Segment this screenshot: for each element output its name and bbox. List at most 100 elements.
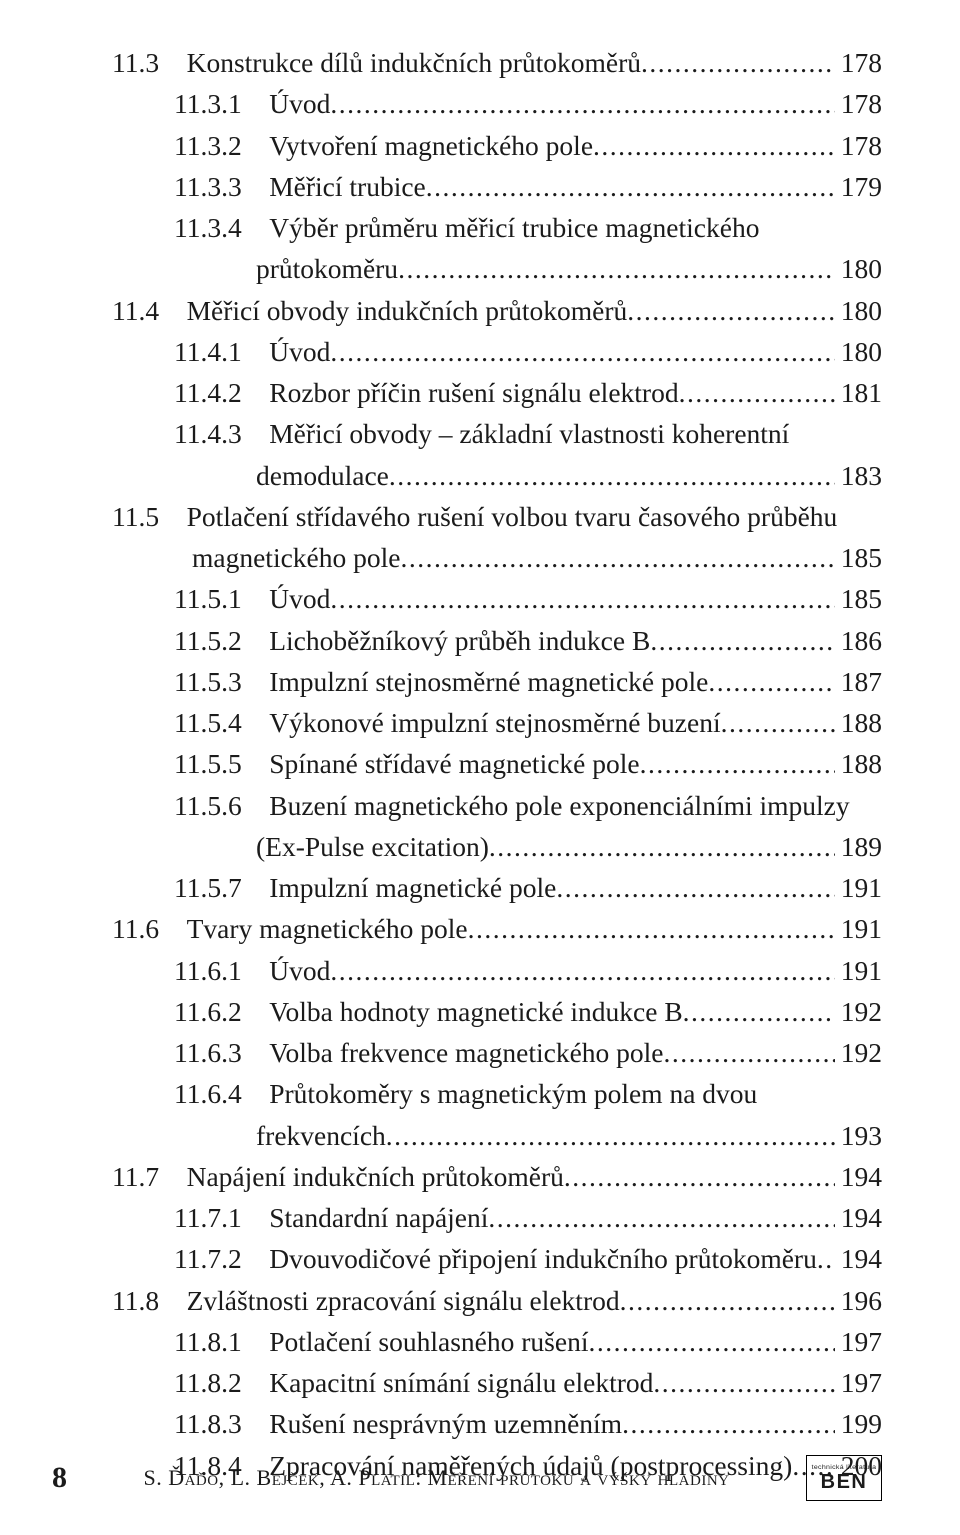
toc-leader xyxy=(664,1032,835,1073)
page-footer: 8 S. Ďaďo, L. Bejček, A. Platil: Měření … xyxy=(0,1455,960,1501)
toc-entry: 11.6.2 Volba hodnoty magnetické indukce … xyxy=(78,991,882,1032)
footer-page-number: 8 xyxy=(52,1461,67,1495)
toc-entry: 11.5 Potlačení střídavého rušení volbou … xyxy=(78,496,882,537)
toc-entry-label: 11.5.3 Impulzní stejnosměrné magnetické … xyxy=(174,661,708,702)
toc-entry-label: 11.6.3 Volba frekvence magnetického pole xyxy=(174,1032,664,1073)
toc-entry-label: 11.5.6 Buzení magnetického pole exponenc… xyxy=(174,785,850,826)
footer-authors: S. Ďaďo, L. Bejček, A. Platil: xyxy=(143,1465,421,1490)
toc-entry: 11.7.2 Dvouvodičové připojení indukčního… xyxy=(78,1238,882,1279)
footer-citation: S. Ďaďo, L. Bejček, A. Platil: Měření pr… xyxy=(67,1465,806,1491)
toc-entry-page: 180 xyxy=(835,248,882,289)
toc-leader xyxy=(386,1115,835,1156)
toc-entry: 11.8.1 Potlačení souhlasného rušení197 xyxy=(78,1321,882,1362)
toc-leader xyxy=(817,1238,835,1279)
toc-entry-page: 188 xyxy=(835,702,882,743)
toc-entry-label: 11.3.4 Výběr průměru měřicí trubice magn… xyxy=(174,207,759,248)
toc-entry-label: 11.3.3 Měřicí trubice xyxy=(174,166,426,207)
toc-entry: 11.5.2 Lichoběžníkový průběh indukce B18… xyxy=(78,620,882,661)
toc-entry: 11.6.3 Volba frekvence magnetického pole… xyxy=(78,1032,882,1073)
toc-entry-continuation: demodulace183 xyxy=(78,455,882,496)
toc-leader xyxy=(556,867,834,908)
toc-leader xyxy=(650,620,834,661)
toc-entry-label: 11.6 Tvary magnetického pole xyxy=(112,908,468,949)
toc-entry-page: 179 xyxy=(835,166,882,207)
toc-entry-page: 185 xyxy=(835,537,882,578)
toc-entry: 11.5.4 Výkonové impulzní stejnosměrné bu… xyxy=(78,702,882,743)
toc-entry: 11.6.4 Průtokoměry s magnetickým polem n… xyxy=(78,1073,882,1114)
toc-entry-label: 11.5.4 Výkonové impulzní stejnosměrné bu… xyxy=(174,702,721,743)
toc-entry-page: 191 xyxy=(835,950,882,991)
toc-entry-label: 11.3.2 Vytvoření magnetického pole xyxy=(174,125,593,166)
toc-entry: 11.4.1 Úvod 180 xyxy=(78,331,882,372)
publisher-logo: technická literatura BEN xyxy=(806,1455,882,1501)
toc-entry-page: 187 xyxy=(835,661,882,702)
toc-leader xyxy=(683,991,835,1032)
toc-entry-label: 11.8 Zvláštnosti zpracování signálu elek… xyxy=(112,1280,620,1321)
toc-entry-label: 11.8.2 Kapacitní snímání signálu elektro… xyxy=(174,1362,653,1403)
toc-entry-continuation: (Ex-Pulse excitation)189 xyxy=(78,826,882,867)
toc-entry-cont-label: frekvencích xyxy=(256,1115,386,1156)
toc-entry-label: 11.3.1 Úvod xyxy=(174,83,330,124)
toc-entry: 11.4.2 Rozbor příčin rušení signálu elek… xyxy=(78,372,882,413)
toc-entry-page: 199 xyxy=(835,1403,882,1444)
toc-entry-label: 11.5.1 Úvod xyxy=(174,578,330,619)
toc-entry-continuation: průtokoměru 180 xyxy=(78,248,882,289)
toc-entry: 11.3 Konstrukce dílů indukčních průtokom… xyxy=(78,42,882,83)
toc-entry: 11.4 Měřicí obvody indukčních průtokoměr… xyxy=(78,290,882,331)
toc-entry-label: 11.8.3 Rušení nesprávným uzemněním xyxy=(174,1403,622,1444)
toc-entry-continuation: frekvencích193 xyxy=(78,1115,882,1156)
toc-entry: 11.3.4 Výběr průměru měřicí trubice magn… xyxy=(78,207,882,248)
toc-entry-page: 188 xyxy=(835,743,882,784)
toc-entry: 11.5.7 Impulzní magnetické pole 191 xyxy=(78,867,882,908)
publisher-logo-subtitle: technická literatura xyxy=(812,1465,877,1471)
toc-leader xyxy=(488,1197,834,1238)
toc-entry: 11.7.1 Standardní napájení194 xyxy=(78,1197,882,1238)
toc-entry: 11.6.1 Úvod 191 xyxy=(78,950,882,991)
toc-leader xyxy=(708,661,834,702)
toc-leader xyxy=(489,826,835,867)
toc-leader xyxy=(721,702,835,743)
toc-entry-page: 185 xyxy=(835,578,882,619)
toc-leader xyxy=(620,1280,835,1321)
toc-entry: 11.6 Tvary magnetického pole191 xyxy=(78,908,882,949)
toc-entry-page: 194 xyxy=(835,1197,882,1238)
toc-entry-page: 181 xyxy=(835,372,882,413)
toc-entry-page: 189 xyxy=(835,826,882,867)
toc-leader xyxy=(468,908,835,949)
toc-entry-page: 186 xyxy=(835,620,882,661)
toc-entry-label: 11.4 Měřicí obvody indukčních průtokoměr… xyxy=(112,290,627,331)
table-of-contents: 11.3 Konstrukce dílů indukčních průtokom… xyxy=(78,42,882,1486)
toc-entry-continuation: magnetického pole 185 xyxy=(78,537,882,578)
toc-entry-page: 180 xyxy=(835,290,882,331)
toc-entry: 11.8.2 Kapacitní snímání signálu elektro… xyxy=(78,1362,882,1403)
toc-entry-cont-label: průtokoměru xyxy=(256,248,398,289)
toc-entry-cont-label: demodulace xyxy=(256,455,389,496)
toc-leader xyxy=(400,537,834,578)
toc-entry-page: 191 xyxy=(835,867,882,908)
toc-entry-label: 11.6.1 Úvod xyxy=(174,950,330,991)
toc-entry-label: 11.4.2 Rozbor příčin rušení signálu elek… xyxy=(174,372,679,413)
toc-entry-label: 11.4.1 Úvod xyxy=(174,331,330,372)
toc-leader xyxy=(330,950,834,991)
toc-leader xyxy=(389,455,835,496)
toc-entry-page: 197 xyxy=(835,1362,882,1403)
toc-leader xyxy=(640,743,835,784)
toc-entry-page: 192 xyxy=(835,991,882,1032)
toc-leader xyxy=(330,83,834,124)
toc-leader xyxy=(622,1403,835,1444)
toc-entry-page: 180 xyxy=(835,331,882,372)
toc-entry-label: 11.7.2 Dvouvodičové připojení indukčního… xyxy=(174,1238,817,1279)
document-page: 11.3 Konstrukce dílů indukčních průtokom… xyxy=(0,0,960,1535)
toc-entry-label: 11.6.2 Volba hodnoty magnetické indukce … xyxy=(174,991,683,1032)
toc-entry-cont-label: magnetického pole xyxy=(192,537,400,578)
toc-entry-label: 11.5.7 Impulzní magnetické pole xyxy=(174,867,556,908)
toc-entry: 11.5.5 Spínané střídavé magnetické pole1… xyxy=(78,743,882,784)
toc-leader xyxy=(426,166,835,207)
toc-entry: 11.8 Zvláštnosti zpracování signálu elek… xyxy=(78,1280,882,1321)
toc-entry: 11.8.3 Rušení nesprávným uzemněním 199 xyxy=(78,1403,882,1444)
toc-entry-page: 196 xyxy=(835,1280,882,1321)
publisher-logo-text: BEN xyxy=(821,1472,868,1492)
toc-entry-label: 11.7 Napájení indukčních průtokoměrů xyxy=(112,1156,564,1197)
toc-leader xyxy=(330,331,834,372)
toc-leader xyxy=(330,578,834,619)
